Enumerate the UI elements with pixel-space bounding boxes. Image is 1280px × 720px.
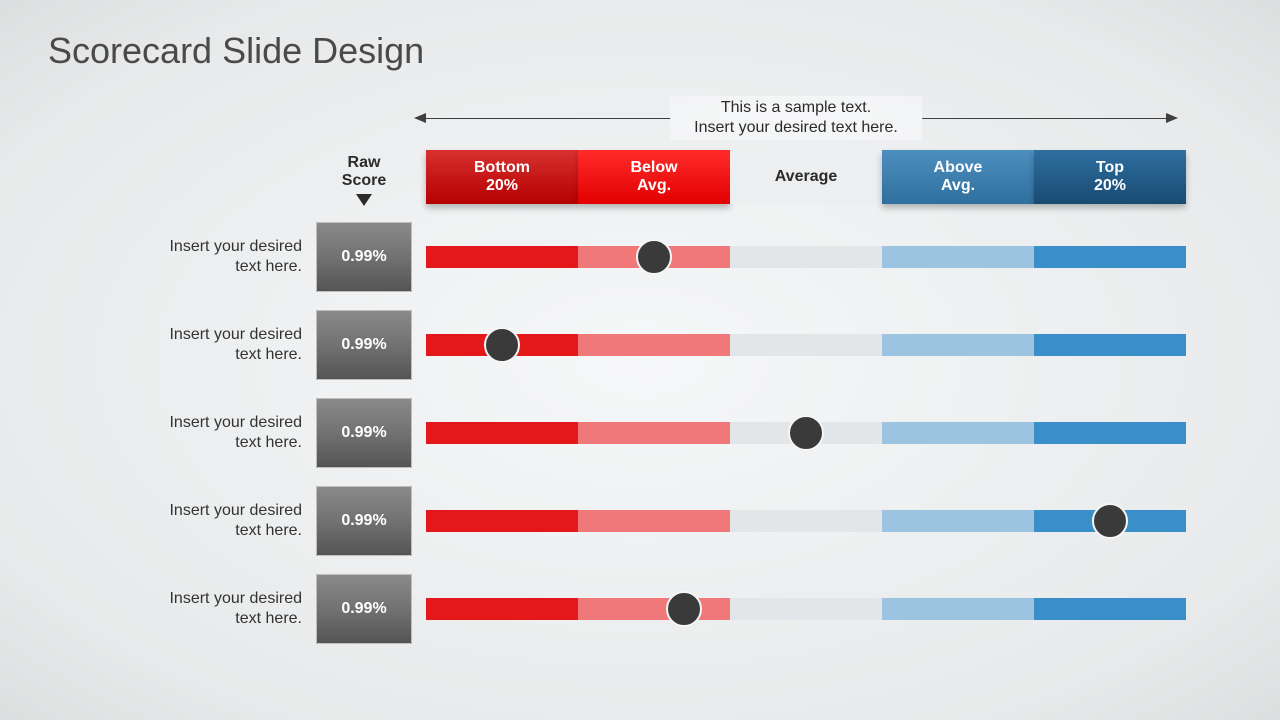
caption-line-2: Insert your desired text here. (694, 119, 898, 136)
header-row: Raw Score Bottom 20%Below Avg.AverageAbo… (96, 146, 1216, 204)
score-bar (426, 598, 1186, 620)
raw-score-cell: 0.99% (316, 398, 412, 468)
chevron-down-icon (356, 194, 372, 206)
slide-title: Scorecard Slide Design (48, 30, 424, 72)
category-header: Below Avg. (578, 150, 730, 204)
marker-icon (666, 591, 702, 627)
bar-segment (1034, 422, 1186, 444)
raw-score-cell: 0.99% (316, 486, 412, 556)
bar-segment (578, 422, 730, 444)
bar-segment (882, 334, 1034, 356)
category-header: Above Avg. (882, 150, 1034, 204)
bar-segment (882, 510, 1034, 532)
category-headers: Bottom 20%Below Avg.AverageAbove Avg.Top… (426, 150, 1186, 204)
raw-score-cell: 0.99% (316, 310, 412, 380)
bar-segment (578, 334, 730, 356)
bar-segment (730, 246, 882, 268)
score-bar (426, 422, 1186, 444)
caption-line-1: This is a sample text. (721, 99, 871, 116)
raw-score-header: Raw Score (316, 154, 412, 204)
bar-segment (730, 334, 882, 356)
caption-text: This is a sample text. Insert your desir… (670, 96, 922, 140)
data-rows: Insert your desired text here.0.99%Inser… (96, 222, 1216, 644)
bar-segment (1034, 334, 1186, 356)
score-bar (426, 510, 1186, 532)
bar-segment (1034, 598, 1186, 620)
bar-segment (578, 510, 730, 532)
arrow-right-icon (1166, 113, 1178, 123)
bar-segment (882, 246, 1034, 268)
table-row: Insert your desired text here.0.99% (96, 486, 1216, 556)
bar-segment (426, 510, 578, 532)
raw-score-cell: 0.99% (316, 574, 412, 644)
category-header: Average (730, 150, 882, 204)
table-row: Insert your desired text here.0.99% (96, 398, 1216, 468)
raw-score-header-text: Raw Score (342, 154, 386, 189)
category-header: Bottom 20% (426, 150, 578, 204)
bar-segment (578, 598, 730, 620)
category-header: Top 20% (1034, 150, 1186, 204)
row-label: Insert your desired text here. (96, 501, 316, 541)
row-label: Insert your desired text here. (96, 589, 316, 629)
score-bar (426, 334, 1186, 356)
row-label: Insert your desired text here. (96, 237, 316, 277)
score-bar (426, 246, 1186, 268)
bar-segment (426, 598, 578, 620)
marker-icon (1092, 503, 1128, 539)
bar-segment (882, 422, 1034, 444)
marker-icon (484, 327, 520, 363)
row-label: Insert your desired text here. (96, 413, 316, 453)
table-row: Insert your desired text here.0.99% (96, 574, 1216, 644)
table-row: Insert your desired text here.0.99% (96, 222, 1216, 292)
raw-score-cell: 0.99% (316, 222, 412, 292)
table-row: Insert your desired text here.0.99% (96, 310, 1216, 380)
bar-segment (426, 422, 578, 444)
bar-segment (882, 598, 1034, 620)
bar-segment (730, 510, 882, 532)
bar-segment (1034, 246, 1186, 268)
bar-segment (730, 598, 882, 620)
marker-icon (636, 239, 672, 275)
bar-segment (426, 246, 578, 268)
row-label: Insert your desired text here. (96, 325, 316, 365)
scorecard: This is a sample text. Insert your desir… (96, 96, 1216, 662)
caption-arrow: This is a sample text. Insert your desir… (416, 96, 1176, 140)
arrow-left-icon (414, 113, 426, 123)
marker-icon (788, 415, 824, 451)
